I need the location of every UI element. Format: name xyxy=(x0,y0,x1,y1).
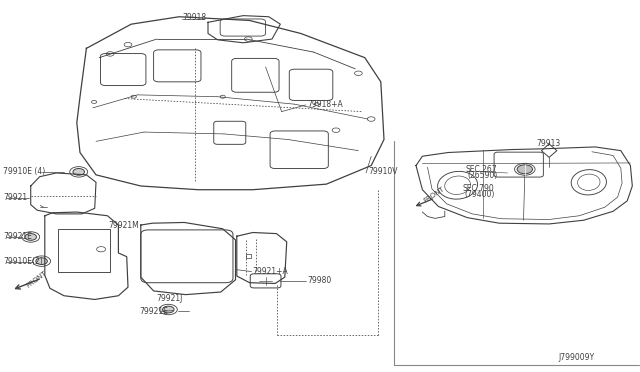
Text: (26590): (26590) xyxy=(468,171,498,180)
Text: SEC.790: SEC.790 xyxy=(463,184,495,193)
Circle shape xyxy=(517,165,532,174)
Text: J799009Y: J799009Y xyxy=(558,353,594,362)
Text: FRONT: FRONT xyxy=(422,186,445,204)
Text: FRONT: FRONT xyxy=(25,270,47,289)
Text: 79921J: 79921J xyxy=(157,294,183,303)
Text: 79980: 79980 xyxy=(307,276,332,285)
Text: SEC.267: SEC.267 xyxy=(466,165,497,174)
Text: 79921+A: 79921+A xyxy=(253,267,289,276)
Text: 79913: 79913 xyxy=(536,139,561,148)
Text: (79400): (79400) xyxy=(465,190,495,199)
Text: 79910E (4): 79910E (4) xyxy=(3,167,45,176)
Text: 79921E: 79921E xyxy=(140,307,168,316)
Text: 79910V: 79910V xyxy=(368,167,397,176)
Circle shape xyxy=(36,258,47,264)
Circle shape xyxy=(25,234,36,240)
Text: 79921M: 79921M xyxy=(109,221,140,230)
Circle shape xyxy=(163,306,174,313)
Circle shape xyxy=(73,169,84,175)
Text: 79910E(2): 79910E(2) xyxy=(3,257,43,266)
Text: 79918+A: 79918+A xyxy=(307,100,343,109)
Text: 79921E: 79921E xyxy=(3,232,32,241)
Text: 79918: 79918 xyxy=(182,13,207,22)
Text: 79921: 79921 xyxy=(3,193,28,202)
Bar xyxy=(58,229,110,272)
